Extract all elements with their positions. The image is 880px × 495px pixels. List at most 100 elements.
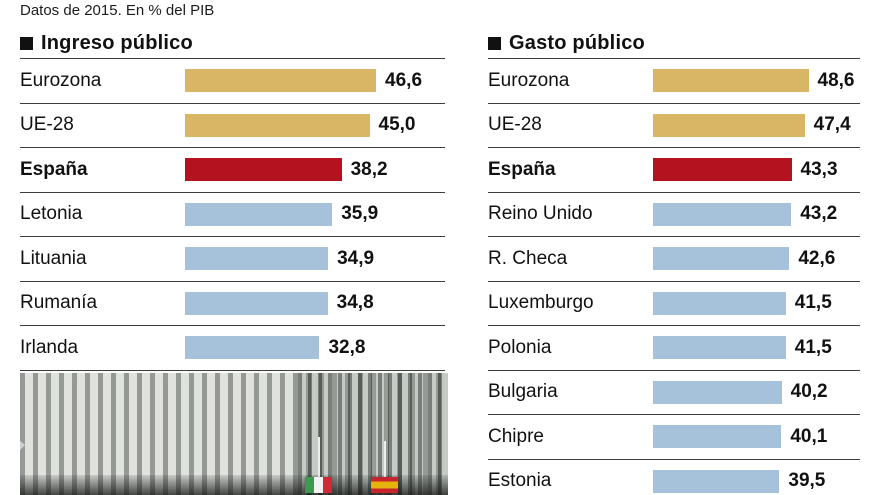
country-label: Reino Unido — [488, 203, 593, 225]
photo-base-shadow — [20, 475, 448, 495]
country-label: Irlanda — [20, 336, 79, 358]
bar-row: Reino Unido 43,2 — [488, 193, 860, 237]
country-label: Luxemburgo — [488, 292, 594, 314]
value-label: 45,0 — [378, 114, 416, 136]
flag-pole — [318, 437, 320, 481]
value-label: 43,2 — [800, 203, 838, 225]
bar-track: 41,5 — [653, 291, 860, 315]
value-bar — [653, 291, 786, 315]
bar-row: Lituania 34,9 — [20, 237, 445, 282]
value-bar — [653, 202, 792, 226]
value-label: 48,6 — [817, 69, 855, 91]
bar-row: Irlanda 32,8 — [20, 326, 445, 371]
bar-track: 32,8 — [185, 336, 445, 360]
value-bar — [653, 469, 780, 493]
value-label: 34,8 — [336, 292, 374, 314]
value-bar — [185, 247, 329, 271]
ingreso-publico-panel: Ingreso público Eurozona 46,6 UE-28 45,0… — [20, 28, 445, 371]
value-bar — [185, 113, 370, 137]
panel-header: Ingreso público — [20, 28, 445, 59]
bar-track: 40,2 — [653, 380, 860, 404]
gasto-publico-panel: Gasto público Eurozona 48,6 UE-28 47,4 E… — [488, 28, 860, 495]
bar-row: Bulgaria 40,2 — [488, 371, 860, 415]
bar-row: Rumanía 34,8 — [20, 282, 445, 326]
country-label: Eurozona — [20, 69, 102, 91]
country-label: España — [20, 158, 88, 180]
panel-title: Gasto público — [509, 31, 645, 54]
value-bar — [653, 425, 782, 449]
value-label: 41,5 — [794, 292, 832, 314]
bar-row: Polonia 41,5 — [488, 326, 860, 371]
value-label: 46,6 — [385, 69, 423, 91]
bar-track: 43,2 — [653, 202, 860, 226]
legend-square-icon — [20, 36, 33, 50]
bar-row: España 43,3 — [488, 148, 860, 193]
country-label: UE-28 — [488, 114, 542, 136]
bar-track: 47,4 — [653, 113, 860, 137]
value-bar — [653, 113, 805, 137]
bar-track: 40,1 — [653, 425, 860, 449]
value-label: 39,5 — [788, 470, 826, 492]
country-label: Chipre — [488, 425, 544, 447]
bar-track: 42,6 — [653, 247, 860, 271]
country-label: R. Checa — [488, 247, 568, 269]
legend-square-icon — [488, 36, 501, 50]
value-label: 42,6 — [798, 247, 836, 269]
bar-row: Eurozona 48,6 — [488, 59, 860, 104]
value-label: 35,9 — [341, 203, 379, 225]
value-label: 34,9 — [337, 247, 375, 269]
panel-title: Ingreso público — [41, 31, 193, 54]
bar-row: R. Checa 42,6 — [488, 237, 860, 282]
bar-track: 35,9 — [185, 202, 445, 226]
value-bar — [185, 336, 320, 360]
country-label: Polonia — [488, 336, 552, 358]
bar-track: 34,8 — [185, 291, 445, 315]
bar-track: 43,3 — [653, 158, 860, 182]
country-label: Lituania — [20, 247, 87, 269]
bar-row: Chipre 40,1 — [488, 415, 860, 460]
value-label: 40,1 — [790, 425, 828, 447]
value-bar — [185, 69, 377, 93]
bar-row: UE-28 45,0 — [20, 104, 445, 148]
country-label: España — [488, 158, 556, 180]
value-bar — [185, 202, 333, 226]
value-label: 38,2 — [350, 158, 388, 180]
value-bar — [653, 69, 809, 93]
bar-row: Eurozona 46,6 — [20, 59, 445, 104]
value-bar — [185, 291, 328, 315]
bar-row: Letonia 35,9 — [20, 193, 445, 237]
value-label: 40,2 — [790, 381, 828, 403]
bar-track: 45,0 — [185, 113, 445, 137]
flag-pole — [384, 441, 386, 481]
country-label: UE-28 — [20, 114, 74, 136]
country-label: Letonia — [20, 203, 83, 225]
value-bar — [653, 336, 786, 360]
bar-row: España 38,2 — [20, 148, 445, 193]
value-label: 47,4 — [813, 114, 851, 136]
country-label: Bulgaria — [488, 381, 558, 403]
parliament-building-photo — [20, 373, 448, 495]
italy-flag — [305, 477, 332, 493]
value-label: 41,5 — [794, 336, 832, 358]
bar-track: 41,5 — [653, 336, 860, 360]
country-label: Estonia — [488, 470, 552, 492]
bar-track: 46,6 — [185, 69, 445, 93]
value-bar — [653, 158, 792, 182]
bar-track: 39,5 — [653, 469, 860, 493]
bar-row: Estonia 39,5 — [488, 460, 860, 495]
value-bar — [653, 247, 790, 271]
spain-flag — [371, 477, 398, 493]
value-bar — [185, 158, 342, 182]
photo-right-facade — [298, 373, 448, 495]
country-label: Eurozona — [488, 69, 570, 91]
country-label: Rumanía — [20, 292, 98, 314]
value-bar — [653, 380, 782, 404]
value-label: 32,8 — [328, 336, 366, 358]
panel-header: Gasto público — [488, 28, 860, 59]
bar-track: 38,2 — [185, 158, 445, 182]
bar-track: 48,6 — [653, 69, 860, 93]
bar-row: Luxemburgo 41,5 — [488, 282, 860, 326]
bar-row: UE-28 47,4 — [488, 104, 860, 148]
value-label: 43,3 — [800, 158, 838, 180]
